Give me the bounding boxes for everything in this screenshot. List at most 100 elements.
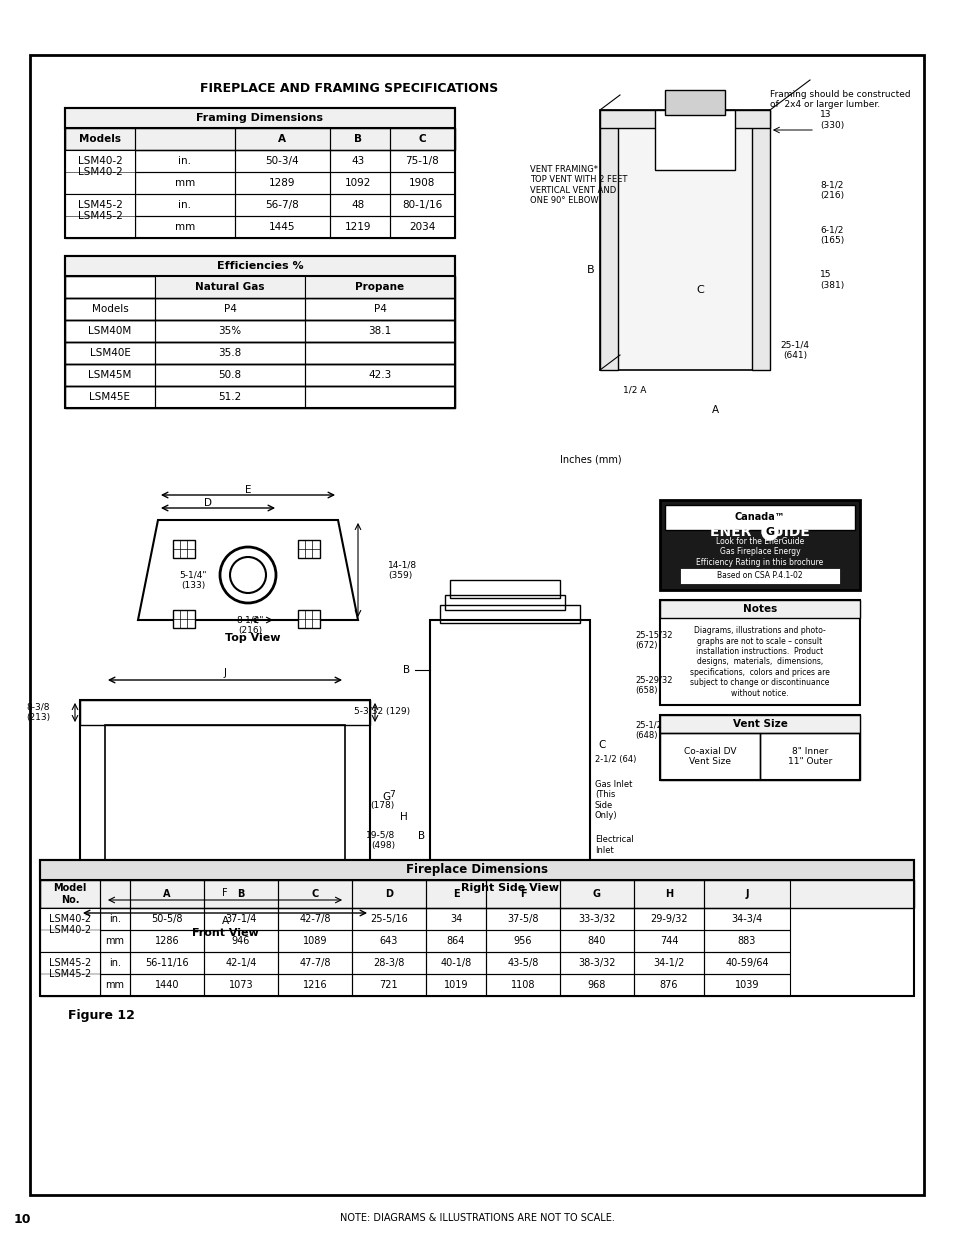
Bar xyxy=(485,908,559,930)
Bar xyxy=(297,540,319,558)
Text: 50-3/4: 50-3/4 xyxy=(265,156,298,165)
Text: D: D xyxy=(385,889,393,899)
Bar xyxy=(234,128,330,149)
Bar xyxy=(154,387,305,408)
Text: LSM40-2: LSM40-2 xyxy=(49,925,91,935)
Bar xyxy=(297,610,319,629)
Bar xyxy=(305,364,455,387)
Text: 25-5/16: 25-5/16 xyxy=(370,914,408,924)
Text: A: A xyxy=(163,889,171,899)
Bar xyxy=(305,342,455,364)
Bar xyxy=(659,600,859,705)
Text: LSM45-2: LSM45-2 xyxy=(77,200,122,210)
Text: 744: 744 xyxy=(659,936,678,946)
Bar xyxy=(444,595,564,610)
Text: Propane: Propane xyxy=(355,282,404,291)
Bar xyxy=(40,952,100,974)
Bar xyxy=(135,194,234,216)
Bar xyxy=(105,725,345,881)
Bar xyxy=(65,387,455,408)
Bar xyxy=(664,505,854,530)
Text: 876: 876 xyxy=(659,981,678,990)
Text: 1286: 1286 xyxy=(154,936,179,946)
Bar xyxy=(659,500,859,590)
Text: LSM45M: LSM45M xyxy=(89,370,132,380)
Bar xyxy=(305,298,455,320)
Bar xyxy=(659,600,859,618)
Text: 8-3/8
(213): 8-3/8 (213) xyxy=(26,703,50,721)
Text: 7
(178): 7 (178) xyxy=(371,790,395,810)
Text: 8-1/2"
(216): 8-1/2" (216) xyxy=(236,615,263,635)
Bar xyxy=(330,172,390,194)
Bar xyxy=(559,952,634,974)
Text: J: J xyxy=(223,668,226,678)
Text: B: B xyxy=(354,135,361,144)
Text: LSM40-2: LSM40-2 xyxy=(77,156,122,165)
Text: 28-3/8: 28-3/8 xyxy=(373,958,404,968)
Bar xyxy=(277,952,352,974)
Bar xyxy=(305,320,455,342)
Bar xyxy=(204,952,277,974)
Text: 2034: 2034 xyxy=(409,222,435,232)
Bar xyxy=(100,881,130,908)
Bar xyxy=(352,952,426,974)
Text: C: C xyxy=(417,135,425,144)
Text: LSM40-2: LSM40-2 xyxy=(77,167,122,177)
Text: LSM45E: LSM45E xyxy=(90,391,131,403)
Bar xyxy=(485,881,559,908)
Bar xyxy=(659,715,859,781)
Text: G: G xyxy=(593,889,600,899)
Bar xyxy=(559,974,634,995)
Text: mm: mm xyxy=(106,981,125,990)
Text: C: C xyxy=(696,285,703,295)
Text: 56-7/8: 56-7/8 xyxy=(265,200,298,210)
Text: B: B xyxy=(417,831,425,841)
Text: 48: 48 xyxy=(351,200,364,210)
Text: LSM40E: LSM40E xyxy=(90,348,131,358)
Bar xyxy=(65,107,455,128)
Text: LSM45-2: LSM45-2 xyxy=(77,211,122,221)
Bar xyxy=(80,700,370,895)
Text: 42-7/8: 42-7/8 xyxy=(299,914,331,924)
Text: LSM40-2: LSM40-2 xyxy=(49,914,91,924)
Bar xyxy=(390,149,455,172)
Bar xyxy=(559,930,634,952)
Text: 883: 883 xyxy=(737,936,756,946)
Text: 29-9/32: 29-9/32 xyxy=(650,914,687,924)
Bar xyxy=(655,110,734,170)
Bar xyxy=(65,364,154,387)
Bar xyxy=(277,908,352,930)
Bar xyxy=(40,881,100,908)
Text: H: H xyxy=(664,889,673,899)
Text: F: F xyxy=(222,888,228,898)
Text: Models: Models xyxy=(91,304,129,314)
Bar xyxy=(80,700,370,725)
Text: A: A xyxy=(277,135,286,144)
Bar xyxy=(559,881,634,908)
Bar xyxy=(703,881,789,908)
Text: mm: mm xyxy=(106,936,125,946)
Text: 42-1/4: 42-1/4 xyxy=(225,958,256,968)
Text: E: E xyxy=(245,485,251,495)
Bar xyxy=(234,149,330,172)
Text: 840: 840 xyxy=(587,936,605,946)
Bar xyxy=(426,908,485,930)
Text: 946: 946 xyxy=(232,936,250,946)
Text: in.: in. xyxy=(178,200,192,210)
Bar xyxy=(130,930,204,952)
Bar xyxy=(100,908,130,930)
Text: Vent Size: Vent Size xyxy=(732,719,786,729)
Bar xyxy=(485,974,559,995)
Text: 50-5/8: 50-5/8 xyxy=(152,914,183,924)
Text: 80-1/16: 80-1/16 xyxy=(401,200,441,210)
Bar xyxy=(100,930,130,952)
Text: 1108: 1108 xyxy=(510,981,535,990)
Bar xyxy=(352,974,426,995)
Text: Canada™: Canada™ xyxy=(734,513,784,522)
Text: 34: 34 xyxy=(450,914,461,924)
Text: Co-axial DV
Vent Size: Co-axial DV Vent Size xyxy=(683,747,736,766)
Text: Diagrams, illustrations and photo-
graphs are not to scale – consult
installatio: Diagrams, illustrations and photo- graph… xyxy=(689,626,829,698)
Text: 38.1: 38.1 xyxy=(368,326,392,336)
Text: mm: mm xyxy=(174,222,195,232)
Text: 37-1/4: 37-1/4 xyxy=(225,914,256,924)
